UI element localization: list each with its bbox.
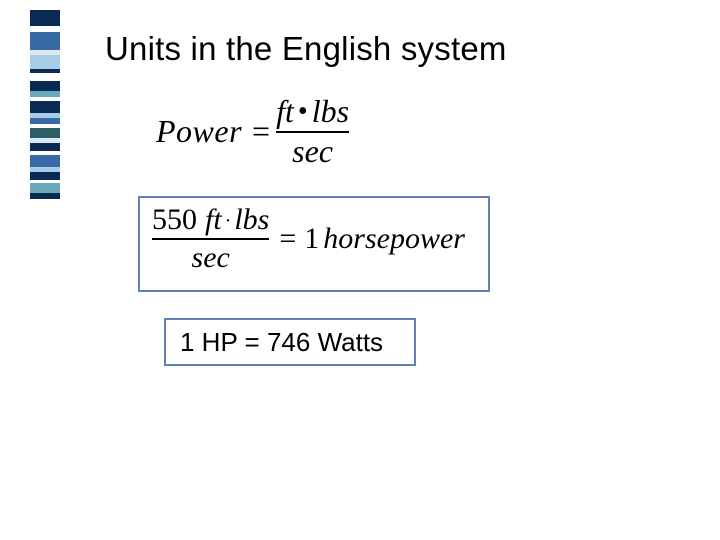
left-decorative-stripes	[30, 10, 60, 205]
dot-icon: ·	[225, 211, 232, 232]
equation-horsepower: 550 ft · lbs sec = 1 horsepower	[152, 204, 465, 273]
eq2-one: 1	[304, 222, 319, 256]
eq1-num-lbs: lbs	[312, 95, 349, 129]
eq1-num-ft: ft	[276, 95, 294, 129]
equation-power-units: Power = ft • lbs sec	[156, 95, 349, 168]
eq2-ft: ft	[205, 204, 222, 236]
equals-sign: =	[279, 222, 296, 256]
equals-sign: =	[252, 113, 270, 150]
eq1-fraction: ft • lbs sec	[276, 95, 349, 168]
eq2-fraction: 550 ft · lbs sec	[152, 204, 269, 273]
eq2-den: sec	[192, 242, 230, 274]
slide-title: Units in the English system	[105, 30, 507, 68]
eq2-hp: horsepower	[323, 222, 465, 256]
eq2-lbs: lbs	[234, 204, 269, 236]
dot-icon: •	[298, 97, 308, 126]
eq1-lhs: Power	[156, 113, 242, 150]
hp-watts-conversion-box: 1 HP = 746 Watts	[164, 318, 416, 366]
conversion-text: 1 HP = 746 Watts	[180, 327, 383, 358]
eq2-value-550: 550	[152, 204, 197, 236]
eq1-den: sec	[292, 135, 333, 169]
